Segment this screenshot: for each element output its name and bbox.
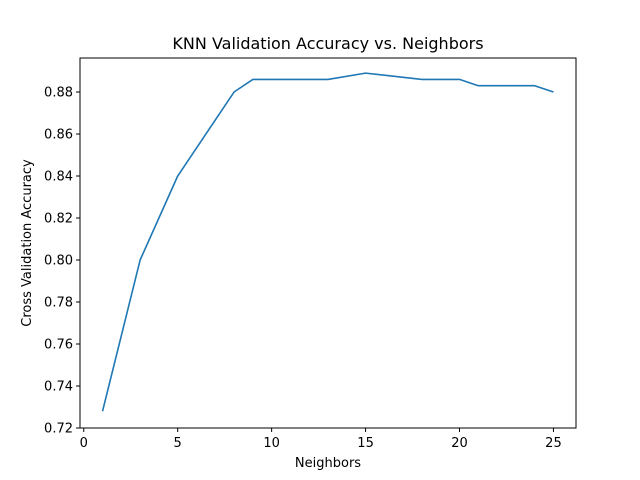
x-axis-ticks: 0 5 10 15 20 25 <box>80 428 562 451</box>
data-point <box>177 175 179 177</box>
y-tick-label: 0.82 <box>44 212 73 227</box>
x-tick-label: 0 <box>80 436 88 451</box>
data-point <box>534 85 536 87</box>
y-tick-label: 0.88 <box>44 86 73 101</box>
series-layer <box>101 72 555 412</box>
x-axis-label: Neighbors <box>295 456 361 471</box>
y-axis-ticks: 0.72 0.74 0.76 0.78 0.80 0.82 0.84 0.86 0.88 <box>44 86 80 437</box>
x-tick-label: 10 <box>263 436 280 451</box>
data-point <box>139 259 141 261</box>
data-point <box>553 91 555 93</box>
y-tick-label: 0.84 <box>44 170 73 185</box>
y-tick-label: 0.86 <box>44 128 73 143</box>
data-point <box>459 79 461 81</box>
data-point <box>327 79 329 81</box>
y-tick-label: 0.78 <box>44 296 73 311</box>
series-line <box>101 72 554 412</box>
y-tick-label: 0.72 <box>44 422 73 437</box>
data-point <box>102 410 104 412</box>
y-tick-label: 0.80 <box>44 254 73 269</box>
y-tick-label: 0.74 <box>44 380 73 395</box>
x-tick-label: 5 <box>174 436 182 451</box>
data-point <box>365 72 367 74</box>
data-point <box>252 79 254 81</box>
y-axis-label: Cross Validation Accuracy <box>20 159 35 327</box>
x-tick-label: 25 <box>545 436 562 451</box>
y-tick-label: 0.76 <box>44 338 73 353</box>
x-tick-label: 15 <box>357 436 374 451</box>
data-point <box>477 85 479 87</box>
chart-title: KNN Validation Accuracy vs. Neighbors <box>172 34 483 53</box>
plot-area-frame <box>79 57 577 429</box>
data-point <box>421 79 423 81</box>
data-point <box>233 91 235 93</box>
x-tick-label: 20 <box>451 436 468 451</box>
